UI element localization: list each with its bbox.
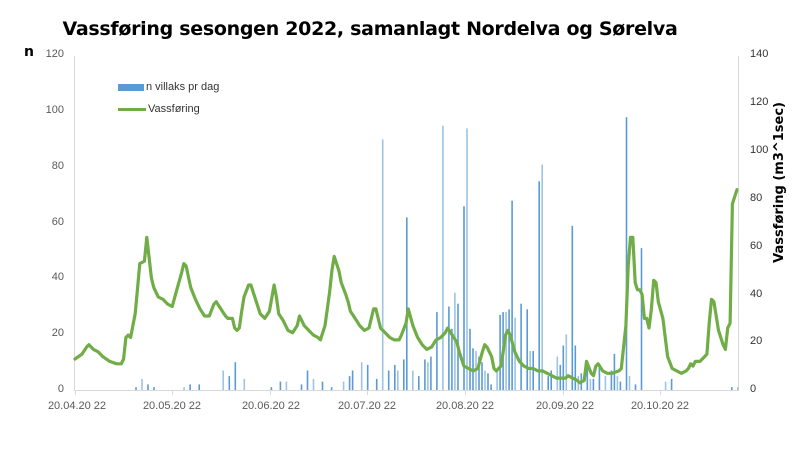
chart-title: Vassføring sesongen 2022, samanlagt Nord… <box>62 18 678 40</box>
legend-line-swatch-icon <box>118 107 146 111</box>
y-tick-left: 40 <box>51 271 64 283</box>
bar-series-villaks <box>135 117 739 391</box>
y-tick-right: 40 <box>750 288 763 300</box>
x-tick: 20.06.20 22 <box>241 400 301 412</box>
y-tick-right: 20 <box>750 335 763 347</box>
legend: n villaks pr dag Vassføring <box>118 76 219 120</box>
y-tick-right: 140 <box>750 48 769 60</box>
y-axis-left-label: n <box>24 44 34 60</box>
y-tick-left: 20 <box>51 327 64 339</box>
y-tick-left: 120 <box>45 48 64 60</box>
x-tick: 20.07.20 22 <box>337 400 397 412</box>
x-tick: 20.08.20 22 <box>435 400 495 412</box>
legend-item-bars: n villaks pr dag <box>118 76 219 98</box>
x-tick: 20.09.20 22 <box>535 400 595 412</box>
line-series-vassforing <box>73 188 739 385</box>
x-tick: 20.04.20 22 <box>47 400 107 412</box>
y-tick-right: 100 <box>750 144 769 156</box>
legend-label-bars: n villaks pr dag <box>146 81 220 93</box>
y-tick-right: 0 <box>750 383 757 395</box>
legend-bar-swatch-icon <box>118 83 144 91</box>
legend-label-line: Vassføring <box>148 103 200 115</box>
y-tick-right: 80 <box>750 192 763 204</box>
y-tick-left: 0 <box>57 383 64 395</box>
y-tick-right: 120 <box>750 96 769 108</box>
x-tick: 20.05.20 22 <box>142 400 202 412</box>
x-tick: 20.10.20 22 <box>630 400 690 412</box>
x-tick-marks <box>75 390 661 395</box>
y-tick-left: 60 <box>51 216 64 228</box>
y-tick-left: 80 <box>51 160 64 172</box>
legend-item-line: Vassføring <box>118 98 219 120</box>
y-tick-right: 60 <box>750 240 763 252</box>
y-tick-left: 100 <box>45 104 64 116</box>
